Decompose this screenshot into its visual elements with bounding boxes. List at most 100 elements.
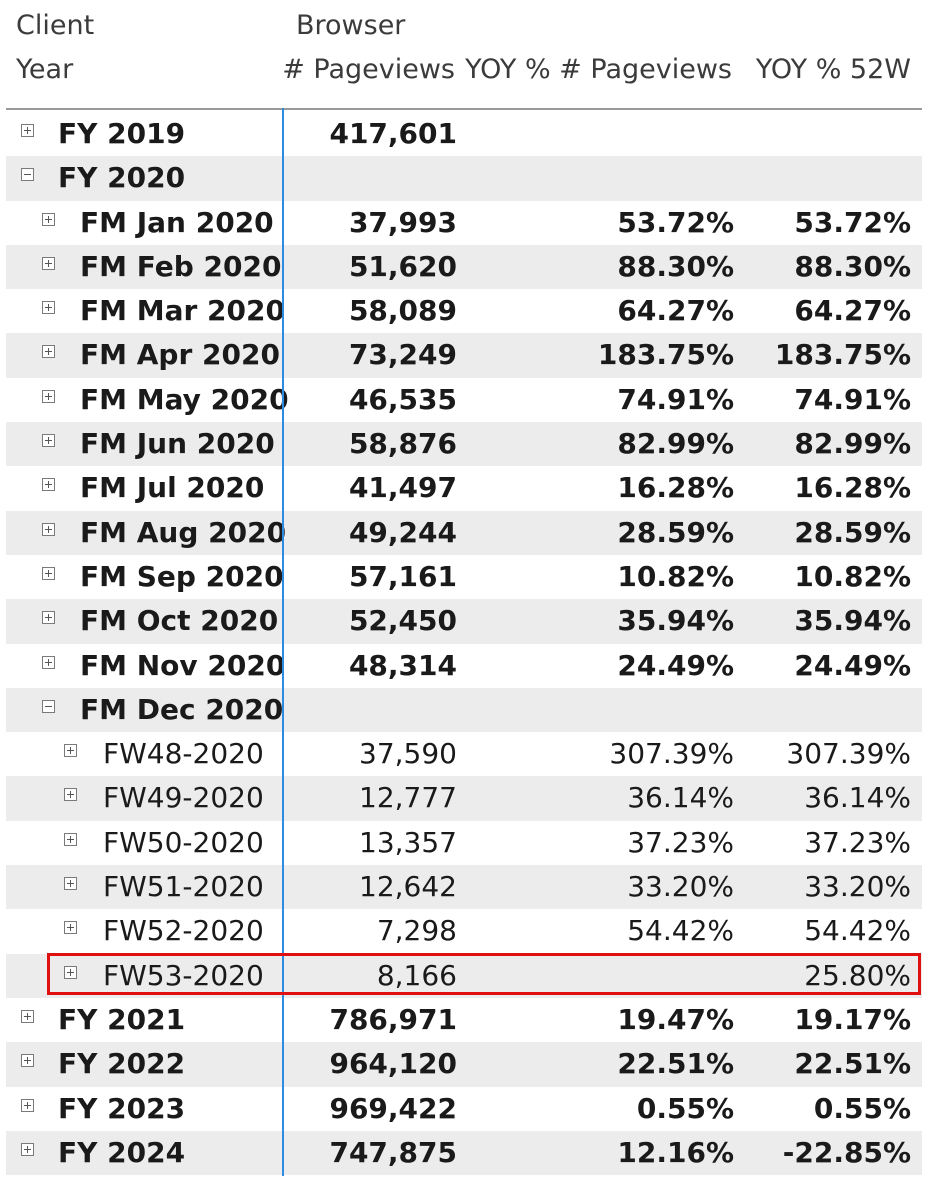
yoy-52w-cell: 35.94% <box>794 604 911 638</box>
table-row[interactable]: FM Sep 2020 57,161 10.82% 10.82% <box>0 555 933 599</box>
yoy-pageviews-cell: 16.28% <box>617 471 734 505</box>
yoy-pageviews-cell: 0.55% <box>636 1091 734 1125</box>
table-row[interactable]: FM Nov 2020 48,314 24.49% 24.49% <box>0 644 933 688</box>
row-label: FW49-2020 <box>103 781 264 815</box>
row-band <box>6 1042 922 1087</box>
table-row[interactable]: FM Feb 2020 51,620 88.30% 88.30% <box>0 244 933 290</box>
expand-icon[interactable] <box>42 256 55 270</box>
yoy-pageviews-cell: 35.94% <box>617 604 734 638</box>
expand-icon[interactable] <box>64 877 77 891</box>
column-header-yoy-52w[interactable]: YOY % 52W <box>755 54 911 85</box>
highlight-box <box>47 953 921 995</box>
table-row[interactable]: FW48-2020 37,590 307.39% 307.39% <box>0 732 933 776</box>
expand-icon[interactable] <box>21 1142 34 1156</box>
yoy-52w-cell: 10.82% <box>794 559 911 593</box>
row-label: FW52-2020 <box>103 914 264 948</box>
row-label: FM Mar 2020 <box>80 294 285 328</box>
table-row[interactable]: FM Dec 2020 <box>0 687 933 733</box>
pageviews-cell: 8,166 <box>376 958 457 992</box>
column-header-pageviews[interactable]: # Pageviews <box>282 54 455 85</box>
pageviews-cell: 747,875 <box>329 1135 457 1169</box>
yoy-52w-cell: 307.39% <box>786 737 911 771</box>
table-row[interactable]: FW52-2020 7,298 54.42% 54.42% <box>0 909 933 953</box>
table-row[interactable]: FM May 2020 46,535 74.91% 74.91% <box>0 378 933 422</box>
row-label: FM Apr 2020 <box>80 338 280 372</box>
expand-icon[interactable] <box>42 345 55 359</box>
table-row[interactable]: FY 2023 969,422 0.55% 0.55% <box>0 1087 933 1131</box>
pageviews-cell: 969,422 <box>329 1091 457 1125</box>
expand-icon[interactable] <box>42 434 55 448</box>
row-label: FY 2019 <box>58 117 186 150</box>
expand-icon[interactable] <box>42 212 55 226</box>
pageviews-cell: 417,601 <box>329 117 457 150</box>
yoy-52w-cell: 88.30% <box>794 249 911 283</box>
expand-icon[interactable] <box>42 611 55 625</box>
yoy-52w-cell: 25.80% <box>804 958 911 992</box>
expand-icon[interactable] <box>64 788 77 802</box>
table-row[interactable]: FM Jun 2020 58,876 82.99% 82.99% <box>0 422 933 467</box>
row-label: FM Oct 2020 <box>80 604 279 638</box>
expand-icon[interactable] <box>21 1098 34 1112</box>
expand-icon[interactable] <box>64 965 77 979</box>
table-row[interactable]: FW51-2020 12,642 33.20% 33.20% <box>0 865 933 910</box>
yoy-pageviews-cell: 10.82% <box>617 559 734 593</box>
expand-icon[interactable] <box>21 1009 34 1023</box>
row-label: FY 2020 <box>58 161 186 195</box>
table-row[interactable]: FM Oct 2020 52,450 35.94% 35.94% <box>0 599 933 644</box>
pageviews-cell: 13,357 <box>359 825 457 859</box>
table-row[interactable]: FW53-2020 8,166 25.80% <box>0 953 933 998</box>
row-header-year[interactable]: Year <box>16 54 74 85</box>
expand-icon[interactable] <box>42 566 55 580</box>
collapse-icon[interactable] <box>21 168 34 182</box>
yoy-pageviews-cell: 22.51% <box>617 1047 734 1081</box>
table-row[interactable]: FY 2019 417,601 <box>0 112 933 156</box>
expand-icon[interactable] <box>21 1054 34 1068</box>
expand-icon[interactable] <box>42 478 55 492</box>
column-group-header[interactable]: Browser <box>296 10 406 41</box>
table-row[interactable]: FM Jan 2020 37,993 53.72% 53.72% <box>0 201 933 245</box>
yoy-pageviews-cell: 12.16% <box>617 1135 734 1169</box>
expand-icon[interactable] <box>42 655 55 669</box>
yoy-52w-cell: 64.27% <box>794 294 911 328</box>
expand-icon[interactable] <box>64 744 77 758</box>
row-label: FY 2021 <box>58 1002 186 1036</box>
expand-icon[interactable] <box>42 522 55 536</box>
expand-icon[interactable] <box>64 832 77 846</box>
row-header-divider <box>282 108 284 1176</box>
yoy-pageviews-cell: 53.72% <box>617 205 734 239</box>
table-row[interactable]: FW50-2020 13,357 37.23% 37.23% <box>0 821 933 865</box>
expand-icon[interactable] <box>42 301 55 315</box>
table-row[interactable]: FY 2022 964,120 22.51% 22.51% <box>0 1042 933 1087</box>
table-row[interactable]: FY 2024 747,875 12.16% -22.85% <box>0 1130 933 1176</box>
expand-icon[interactable] <box>21 124 34 137</box>
row-label: FM Jul 2020 <box>80 471 265 505</box>
table-row[interactable]: FY 2021 786,971 19.47% 19.17% <box>0 998 933 1042</box>
table-row[interactable]: FM Aug 2020 49,244 28.59% 28.59% <box>0 510 933 555</box>
yoy-52w-cell: 183.75% <box>774 338 911 372</box>
row-band <box>6 865 922 910</box>
table-row[interactable]: FM Mar 2020 58,089 64.27% 64.27% <box>0 289 933 333</box>
column-header-yoy-pageviews[interactable]: YOY % # Pageviews <box>465 54 732 85</box>
table-row[interactable]: FW49-2020 12,777 36.14% 36.14% <box>0 776 933 821</box>
row-label: FM Nov 2020 <box>80 648 286 682</box>
pageviews-cell: 37,590 <box>359 737 457 771</box>
header-divider <box>6 108 922 110</box>
expand-icon[interactable] <box>42 389 55 403</box>
yoy-pageviews-cell: 33.20% <box>627 870 734 904</box>
pageviews-cell: 786,971 <box>329 1002 457 1036</box>
pageviews-cell: 964,120 <box>329 1047 457 1081</box>
row-label: FM Feb 2020 <box>80 249 282 283</box>
yoy-pageviews-cell: 54.42% <box>627 914 734 948</box>
yoy-pageviews-cell: 36.14% <box>627 781 734 815</box>
row-band <box>6 510 922 555</box>
table-row[interactable]: FY 2020 <box>0 156 933 201</box>
yoy-pageviews-cell: 88.30% <box>617 249 734 283</box>
collapse-icon[interactable] <box>42 699 55 713</box>
yoy-52w-cell: -22.85% <box>782 1135 911 1169</box>
expand-icon[interactable] <box>64 921 77 935</box>
pageviews-cell: 58,876 <box>348 427 457 461</box>
table-row[interactable]: FM Jul 2020 41,497 16.28% 16.28% <box>0 466 933 510</box>
row-header-client[interactable]: Client <box>16 10 95 41</box>
table-row[interactable]: FM Apr 2020 73,249 183.75% 183.75% <box>0 333 933 378</box>
yoy-pageviews-cell: 82.99% <box>617 427 734 461</box>
